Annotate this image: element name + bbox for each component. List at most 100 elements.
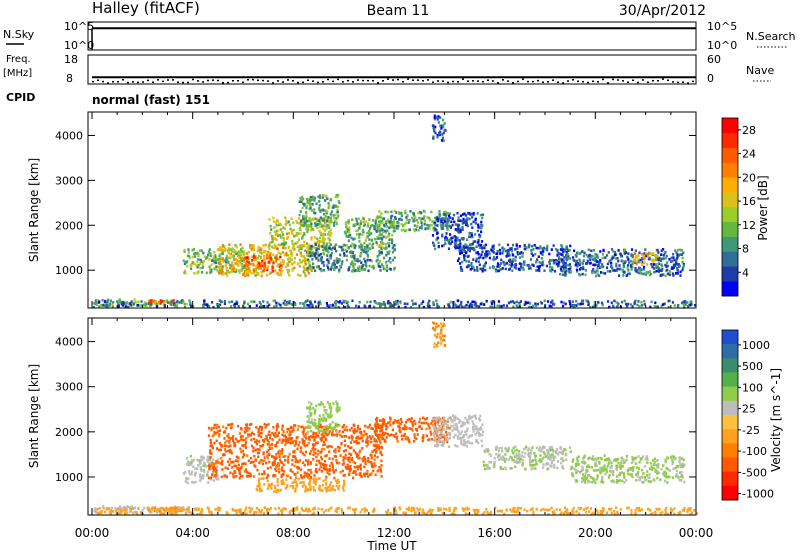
heatmap-cell — [379, 231, 382, 235]
heatmap-cell — [454, 228, 457, 231]
heatmap-cell — [184, 480, 187, 483]
heatmap-cell — [441, 218, 445, 221]
heatmap-cell — [317, 477, 320, 481]
heatmap-cell — [296, 447, 299, 451]
heatmap-cell — [261, 260, 264, 263]
heatmap-cell — [187, 254, 190, 258]
heatmap-cell — [417, 228, 420, 232]
colorbar-segment — [722, 192, 738, 208]
heatmap-cell — [326, 488, 329, 491]
heatmap-cell — [259, 445, 262, 448]
heatmap-cell — [247, 474, 250, 478]
nave-point — [282, 81, 284, 83]
heatmap-cell — [623, 299, 626, 303]
heatmap-cell — [306, 268, 309, 272]
heatmap-cell — [514, 263, 518, 266]
heatmap-cell — [130, 300, 133, 303]
heatmap-cell — [218, 434, 221, 438]
heatmap-cell — [516, 305, 519, 309]
heatmap-cell — [225, 270, 229, 273]
heatmap-cell — [330, 266, 333, 269]
heatmap-cell — [613, 299, 616, 303]
heatmap-cell — [328, 219, 332, 223]
heatmap-cell — [356, 257, 359, 261]
heatmap-cell — [116, 300, 119, 303]
heatmap-cell — [288, 269, 291, 272]
heatmap-cell — [228, 300, 231, 304]
heatmap-cell — [336, 194, 339, 197]
heatmap-cell — [423, 210, 426, 214]
heatmap-cell — [591, 258, 594, 261]
heatmap-cell — [100, 511, 103, 515]
heatmap-cell — [321, 245, 324, 249]
heatmap-cell — [238, 271, 241, 274]
heatmap-cell — [363, 430, 366, 433]
heatmap-cell — [496, 262, 500, 265]
heatmap-cell — [284, 486, 287, 490]
heatmap-cell — [294, 487, 297, 491]
heatmap-cell — [672, 252, 675, 256]
heatmap-cell — [331, 433, 334, 437]
heatmap-cell — [432, 227, 435, 230]
heatmap-cell — [556, 260, 559, 263]
heatmap-cell — [404, 437, 407, 441]
heatmap-cell — [313, 412, 316, 415]
heatmap-cell — [467, 260, 470, 263]
heatmap-cell — [94, 300, 97, 303]
nave-point — [277, 80, 279, 82]
heatmap-cell — [564, 261, 567, 265]
heatmap-cell — [662, 254, 665, 257]
heatmap-cell — [302, 270, 305, 273]
heatmap-cell — [457, 246, 460, 250]
heatmap-cell — [594, 253, 597, 256]
heatmap-cell — [561, 304, 565, 308]
heatmap-cell — [652, 263, 655, 266]
heatmap-cell — [489, 266, 492, 270]
heatmap-cell — [230, 460, 233, 464]
heatmap-cell — [404, 209, 407, 213]
heatmap-cell — [657, 251, 660, 254]
heatmap-cell — [436, 302, 439, 306]
heatmap-cell — [175, 300, 178, 304]
heatmap-cell — [206, 455, 209, 459]
heatmap-cell — [449, 233, 452, 236]
heatmap-cell — [397, 425, 400, 428]
heatmap-cell — [362, 220, 365, 224]
heatmap-cell — [182, 472, 185, 475]
heatmap-cell — [559, 267, 563, 271]
heatmap-cell — [276, 490, 279, 493]
heatmap-cell — [294, 489, 297, 493]
heatmap-cell — [316, 223, 319, 226]
heatmap-cell — [319, 437, 322, 440]
heatmap-cell — [327, 485, 330, 489]
heatmap-cell — [462, 217, 465, 221]
heatmap-cell — [334, 424, 337, 427]
heatmap-cell — [379, 470, 383, 473]
heatmap-cell — [211, 444, 214, 448]
heatmap-cell — [216, 465, 219, 468]
heatmap-cell — [452, 425, 455, 428]
heatmap-cell — [230, 270, 233, 273]
heatmap-cell — [243, 265, 247, 269]
heatmap-cell — [163, 300, 167, 303]
heatmap-cell — [333, 268, 336, 271]
heatmap-cell — [263, 305, 266, 308]
heatmap-cell — [479, 426, 482, 429]
nave-point — [127, 81, 129, 84]
heatmap-cell — [560, 245, 563, 248]
heatmap-cell — [660, 269, 663, 272]
heatmap-cell — [483, 244, 486, 248]
heatmap-cell — [478, 305, 481, 308]
heatmap-cell — [550, 301, 553, 304]
heatmap-cell — [327, 259, 330, 263]
heatmap-cell — [538, 269, 541, 273]
heatmap-cell — [309, 305, 312, 308]
heatmap-cell — [210, 441, 213, 445]
heatmap-cell — [373, 305, 376, 309]
heatmap-cell — [284, 246, 287, 250]
heatmap-cell — [427, 304, 430, 308]
heatmap-cell — [666, 261, 669, 264]
heatmap-cell — [387, 244, 391, 248]
heatmap-cell — [270, 260, 274, 264]
heatmap-cell — [301, 485, 304, 488]
